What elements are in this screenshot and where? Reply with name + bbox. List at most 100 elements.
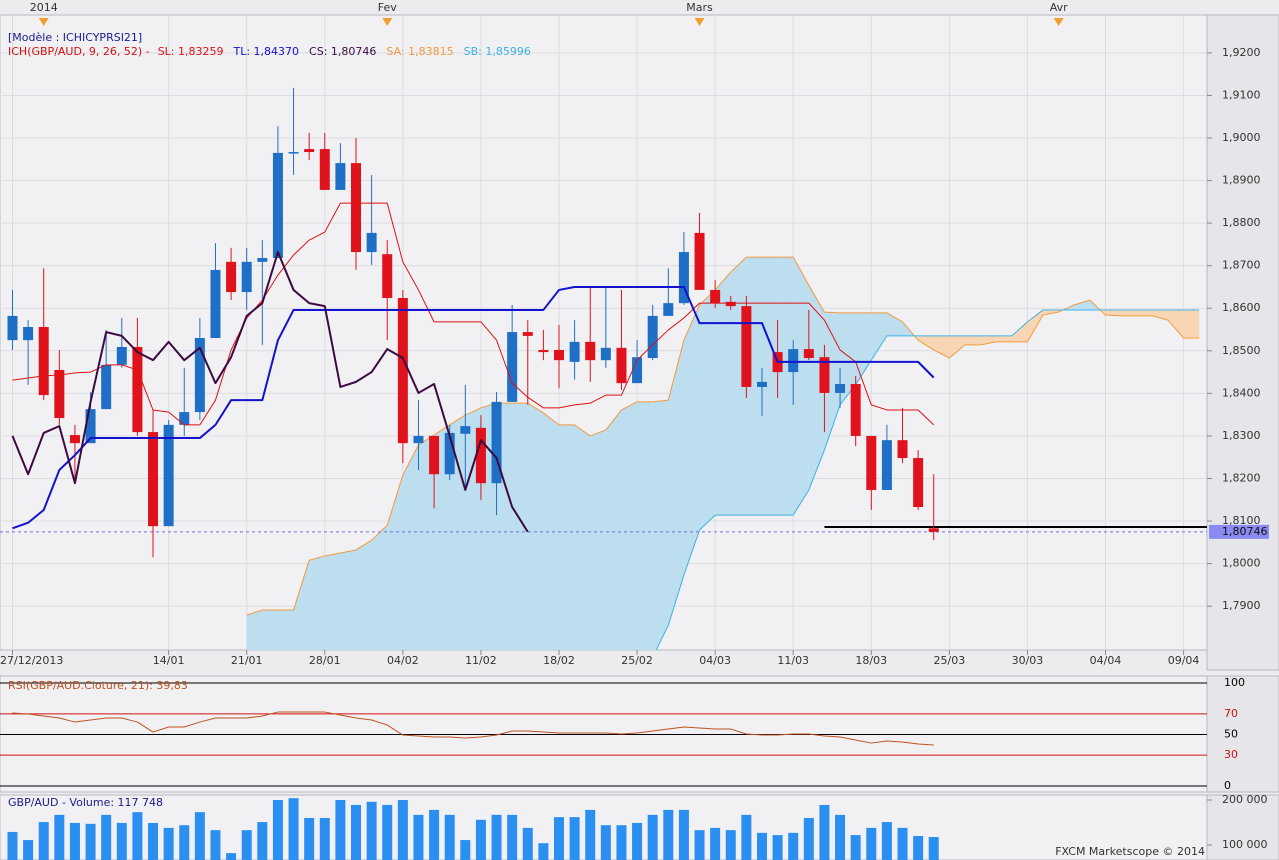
candle-body [694, 232, 705, 290]
cloud [808, 285, 825, 490]
y-tick-label: 1,8900 [1222, 174, 1261, 187]
y-tick-label: 1,9200 [1222, 46, 1261, 59]
y-tick-label: 0 [1224, 779, 1231, 792]
volume-bar [710, 827, 721, 860]
indicator-label: ICH(GBP/AUD, 9, 26, 52) - [8, 45, 150, 58]
candle-body [678, 252, 689, 304]
cloud [871, 312, 887, 361]
volume-bar [23, 840, 34, 860]
cloud [434, 424, 450, 650]
legend-entry: SB: 1,85996 [464, 45, 531, 58]
cloud [512, 403, 528, 650]
candle-body [397, 298, 408, 444]
volume-bar [335, 799, 346, 860]
volume-bar [69, 822, 80, 860]
volume-axis [1206, 794, 1279, 860]
y-tick-label: 50 [1224, 728, 1238, 741]
candle-body [444, 432, 455, 475]
price-plot [0, 15, 1207, 650]
cloud [1183, 309, 1200, 339]
y-tick-label: 1,8000 [1222, 557, 1261, 570]
volume-bar [475, 819, 486, 860]
volume-bar [241, 830, 252, 860]
month-label: Avr [1050, 1, 1068, 14]
y-tick-label: 1,8400 [1222, 386, 1261, 399]
candle-body [304, 149, 315, 153]
y-tick-label: 1,8300 [1222, 429, 1261, 442]
candle-body [507, 332, 518, 402]
last-price-label: 1,80746 [1222, 525, 1268, 538]
candle-body [553, 349, 564, 361]
x-tick-label: 21/01 [231, 654, 263, 667]
line [12, 711, 934, 746]
volume-bar [116, 822, 127, 860]
volume-bar [600, 825, 611, 860]
cloud [590, 429, 606, 650]
cloud [1027, 309, 1044, 342]
volume-plot [7, 798, 939, 860]
legend-entry: CS: 1,80746 [309, 45, 376, 58]
candle-body [272, 152, 283, 259]
candle-body [928, 528, 939, 532]
month-label: Fev [378, 1, 397, 14]
candle-body [382, 254, 393, 299]
line [12, 285, 935, 530]
y-tick-label: 1,8100 [1222, 514, 1261, 527]
month-label: Mars [686, 1, 713, 14]
candle-body [569, 341, 580, 362]
volume-bar [210, 830, 221, 860]
volume-bar [616, 825, 627, 860]
volume-bar [553, 817, 564, 860]
volume-bar [148, 822, 159, 860]
volume-bar [257, 822, 268, 860]
candle-body [835, 383, 846, 393]
cloud [1136, 309, 1153, 316]
candle-body [413, 435, 424, 444]
candle-body [38, 326, 49, 396]
cloud [387, 475, 403, 650]
legend-entry: SA: 1,83815 [386, 45, 453, 58]
volume-bar [85, 823, 96, 860]
model-title: [Modèle : ICHICYPRSI21] [8, 31, 142, 44]
candle-body [241, 261, 252, 293]
candle-body [788, 349, 799, 373]
candle-body [897, 440, 908, 459]
cloud [949, 335, 965, 359]
cloud [761, 257, 778, 516]
candle-body [725, 301, 736, 307]
cloud [793, 257, 809, 516]
volume-bar [460, 840, 471, 860]
cloud [418, 435, 435, 650]
cloud [527, 403, 544, 650]
volume-bar [444, 814, 455, 860]
cloud [293, 560, 310, 650]
y-tick-label: 1,9100 [1222, 88, 1261, 101]
cloud [652, 400, 669, 650]
candle-body [226, 261, 237, 293]
volume-bar [507, 814, 518, 860]
candle-body [69, 435, 80, 444]
rsi-axis [1206, 675, 1279, 793]
x-tick-label: 18/02 [543, 654, 575, 667]
x-tick-label: 30/03 [1012, 654, 1044, 667]
candle-body [116, 346, 127, 365]
candle-body [741, 306, 752, 387]
candle-body [522, 332, 533, 336]
volume-bar [678, 809, 689, 860]
x-tick-label: 18/03 [855, 654, 887, 667]
volume-bar [788, 832, 799, 860]
volume-bar [54, 814, 65, 860]
y-tick-label: 100 000 [1222, 838, 1268, 851]
cloud [777, 257, 794, 516]
volume-bar [382, 804, 393, 860]
candle-body [429, 435, 440, 475]
candle-body [491, 401, 502, 484]
cloud [980, 335, 997, 345]
volume-bar [756, 832, 767, 860]
volume-bar [694, 830, 705, 860]
candle-body [7, 315, 18, 341]
candle-body [866, 435, 877, 490]
candle-body [616, 347, 627, 384]
